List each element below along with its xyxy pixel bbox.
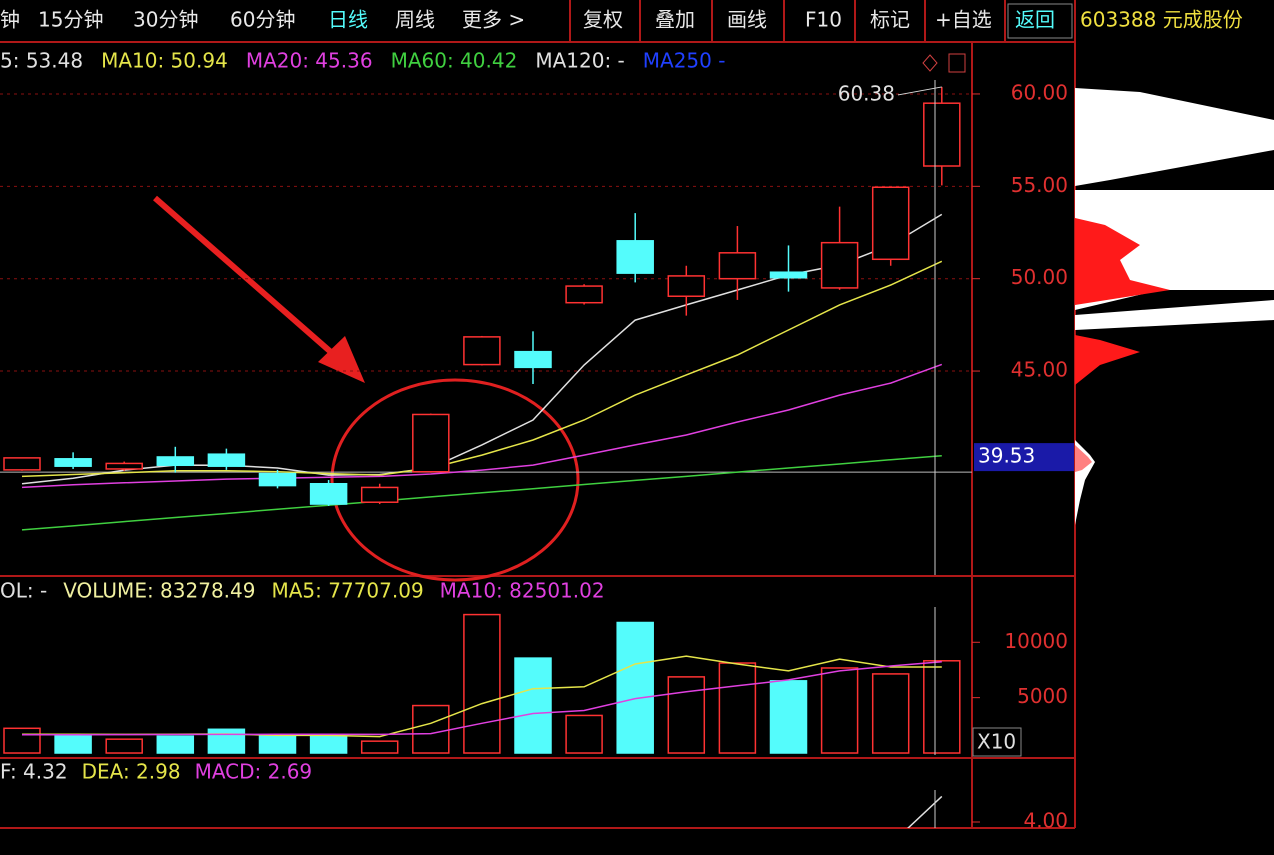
toolbar-item[interactable]: 60分钟: [230, 8, 295, 32]
volume-bar: [871, 673, 910, 754]
plot: [3, 613, 961, 754]
y-tick-label: 45.00: [1011, 358, 1068, 382]
volume-bar: [667, 676, 706, 754]
toolbar-item[interactable]: 30分钟: [133, 8, 198, 32]
candle-body: [820, 241, 859, 289]
volume-bar: [514, 657, 552, 754]
candle-body: [871, 186, 910, 261]
volume-bar: [54, 735, 92, 754]
candle-body: [412, 413, 450, 473]
candle-body: [3, 457, 41, 471]
y-tick-label: 55.00: [1011, 173, 1068, 197]
ma-line: [22, 660, 942, 736]
legend-entry: MACD: 2.69: [195, 760, 313, 784]
candle-body: [769, 271, 808, 279]
candle-body: [207, 453, 246, 467]
candle-body: [514, 350, 552, 369]
legend-entry: DEA: 2.98: [82, 760, 181, 784]
legend-entry: MA20: 45.36: [246, 49, 373, 73]
toolbar-item[interactable]: 钟: [0, 8, 20, 32]
candle-body: [667, 275, 706, 297]
back-button-frame: [1007, 3, 1073, 39]
ma-toggle-icons[interactable]: [922, 53, 966, 73]
volume-bar: [718, 662, 757, 754]
toolbar-item[interactable]: 日线: [328, 8, 368, 32]
volume-bar: [360, 740, 399, 754]
legend-entry: MA120: -: [535, 49, 624, 73]
volume-bar: [105, 738, 143, 754]
volume-bar: [412, 704, 450, 754]
toolbar-item[interactable]: 画线: [727, 8, 767, 32]
legend-entry: 5: 53.48: [0, 49, 83, 73]
volume-bar: [565, 714, 603, 754]
y-tick-label: 10000: [1004, 629, 1068, 653]
annotation-circle: [330, 378, 580, 582]
toolbar-item[interactable]: 复权: [583, 8, 623, 32]
legend-entry: MA10: 82501.02: [440, 579, 605, 603]
panel-frame: [0, 0, 1076, 829]
volume-bar: [3, 727, 41, 754]
plot: [3, 86, 961, 531]
toolbar-item[interactable]: 叠加: [655, 8, 695, 32]
unit-label: X10: [977, 730, 1016, 754]
chip-distribution: [1075, 88, 1274, 525]
y-tick-label: 4.00: [1023, 809, 1068, 833]
toolbar-item[interactable]: F10: [805, 8, 842, 32]
candle-body: [565, 285, 603, 304]
toolbar-item[interactable]: 周线: [395, 8, 435, 32]
volume-bar: [207, 728, 246, 754]
toolbar-item[interactable]: 标记: [870, 8, 910, 32]
cursor-label: 39.53: [978, 444, 1035, 468]
ma-line: [21, 454, 942, 531]
volume-bar: [258, 735, 297, 754]
candle-body: [923, 102, 961, 167]
candle-body: [616, 240, 654, 274]
legend-entry: MA60: 40.42: [391, 49, 518, 73]
legend-entry: VOLUME: 83278.49: [63, 579, 255, 603]
legend-entry: OL: -: [0, 579, 47, 603]
stock-name: 603388 元成股份: [1080, 8, 1243, 32]
toolbar-item[interactable]: +自选: [935, 8, 992, 32]
candle-body: [156, 456, 195, 467]
volume-bar: [309, 735, 348, 754]
toolbar-item[interactable]: 更多 >: [462, 8, 525, 32]
candle-body: [360, 486, 399, 503]
candle-body: [309, 482, 348, 505]
legend-entry: MA10: 50.94: [101, 49, 228, 73]
unit-box: [972, 727, 1022, 757]
y-tick-label: 50.00: [1011, 265, 1068, 289]
ma-line: [907, 795, 943, 828]
ma-line: [21, 363, 943, 489]
candle-body: [105, 462, 143, 470]
legend-entry: F: 4.32: [0, 760, 68, 784]
candle-body: [463, 336, 501, 366]
volume-bar: [923, 660, 961, 754]
y-tick-label: 5000: [1017, 684, 1068, 708]
volume-bar: [463, 613, 501, 754]
candle-body: [718, 252, 757, 280]
max-label: 60.38: [838, 81, 895, 105]
legend-entry: MA250 -: [643, 49, 726, 73]
volume-bar: [820, 667, 859, 754]
candle-body: [54, 458, 92, 467]
legend-entry: MA5: 77707.09: [271, 579, 423, 603]
y-tick-label: 60.00: [1011, 80, 1068, 104]
volume-bar: [616, 621, 654, 754]
toolbar-item[interactable]: 15分钟: [38, 8, 103, 32]
toolbar-item[interactable]: 返回: [1015, 8, 1055, 32]
candle-body: [258, 472, 297, 487]
cursor-label-box: [974, 443, 1074, 472]
volume-bar: [769, 680, 808, 754]
volume-bar: [156, 735, 195, 754]
plot: [907, 795, 943, 828]
